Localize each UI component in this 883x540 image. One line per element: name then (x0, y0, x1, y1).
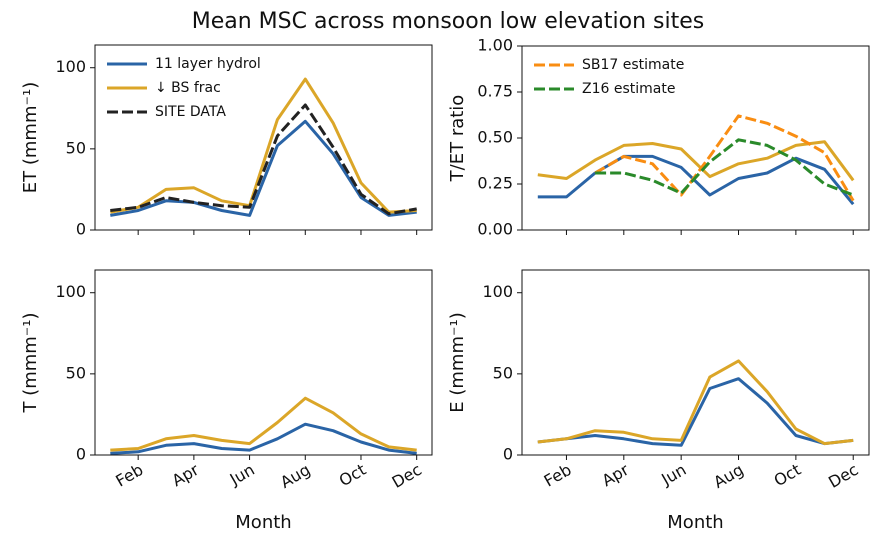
y-tick-label: 100 (55, 57, 86, 76)
y-tick-label: 0 (76, 220, 86, 239)
figure-title: Mean MSC across monsoon low elevation si… (192, 9, 704, 34)
x-tick-label: Jun (657, 460, 689, 489)
x-tick-label: Feb (112, 460, 146, 491)
y-axis-label: E (mmm⁻¹) (447, 312, 468, 412)
y-tick-label: 50 (493, 363, 513, 382)
legend-label: SB17 estimate (582, 57, 684, 73)
series-line (537, 359, 854, 446)
x-tick-label: Aug (710, 460, 747, 492)
series-line (110, 396, 417, 452)
y-tick-label: 100 (55, 282, 86, 301)
series-line (110, 119, 417, 217)
series-line (537, 140, 855, 182)
plot-frame (521, 269, 870, 456)
y-tick-label: 0 (503, 445, 513, 464)
legend-label: 11 layer hydrol (155, 56, 261, 72)
x-tick-label: Apr (169, 460, 203, 491)
x-tick-label: Dec (389, 460, 425, 492)
x-tick-label: Apr (599, 460, 633, 491)
y-tick-label: 0.50 (477, 128, 513, 147)
legend-label: Z16 estimate (582, 81, 675, 97)
y-tick-label: 100 (482, 282, 513, 301)
y-tick-label: 50 (66, 363, 86, 382)
series-line (110, 422, 417, 455)
y-tick-label: 0 (76, 445, 86, 464)
x-tick-label: Feb (541, 460, 575, 491)
y-tick-label: 0.00 (477, 220, 513, 239)
x-axis-label: Month (667, 512, 723, 533)
series-line (594, 114, 855, 202)
y-tick-label: 50 (66, 138, 86, 157)
plot-frame (94, 269, 433, 456)
series-line (595, 138, 854, 197)
legend-label: ↓ BS frac (155, 80, 221, 96)
y-tick-label: 0.75 (477, 82, 513, 101)
y-axis-label: T (mmm⁻¹) (20, 312, 41, 413)
x-axis-label: Month (235, 512, 291, 533)
plot-frame (94, 44, 433, 231)
series-line (537, 377, 854, 447)
plot-frame (521, 45, 870, 231)
y-tick-label: 0.25 (477, 174, 513, 193)
series-line (110, 77, 417, 214)
series-line (110, 103, 417, 216)
legend-label: SITE DATA (155, 104, 226, 120)
x-tick-label: Oct (336, 460, 369, 490)
y-tick-label: 1.00 (477, 36, 513, 55)
x-tick-label: Oct (771, 460, 804, 490)
x-tick-label: Dec (825, 460, 861, 492)
y-axis-label: ET (mmm⁻¹) (20, 82, 41, 193)
y-axis-label: T/ET ratio (447, 95, 468, 183)
x-tick-label: Jun (226, 460, 258, 489)
series-line (537, 154, 855, 206)
x-tick-label: Aug (277, 460, 314, 492)
